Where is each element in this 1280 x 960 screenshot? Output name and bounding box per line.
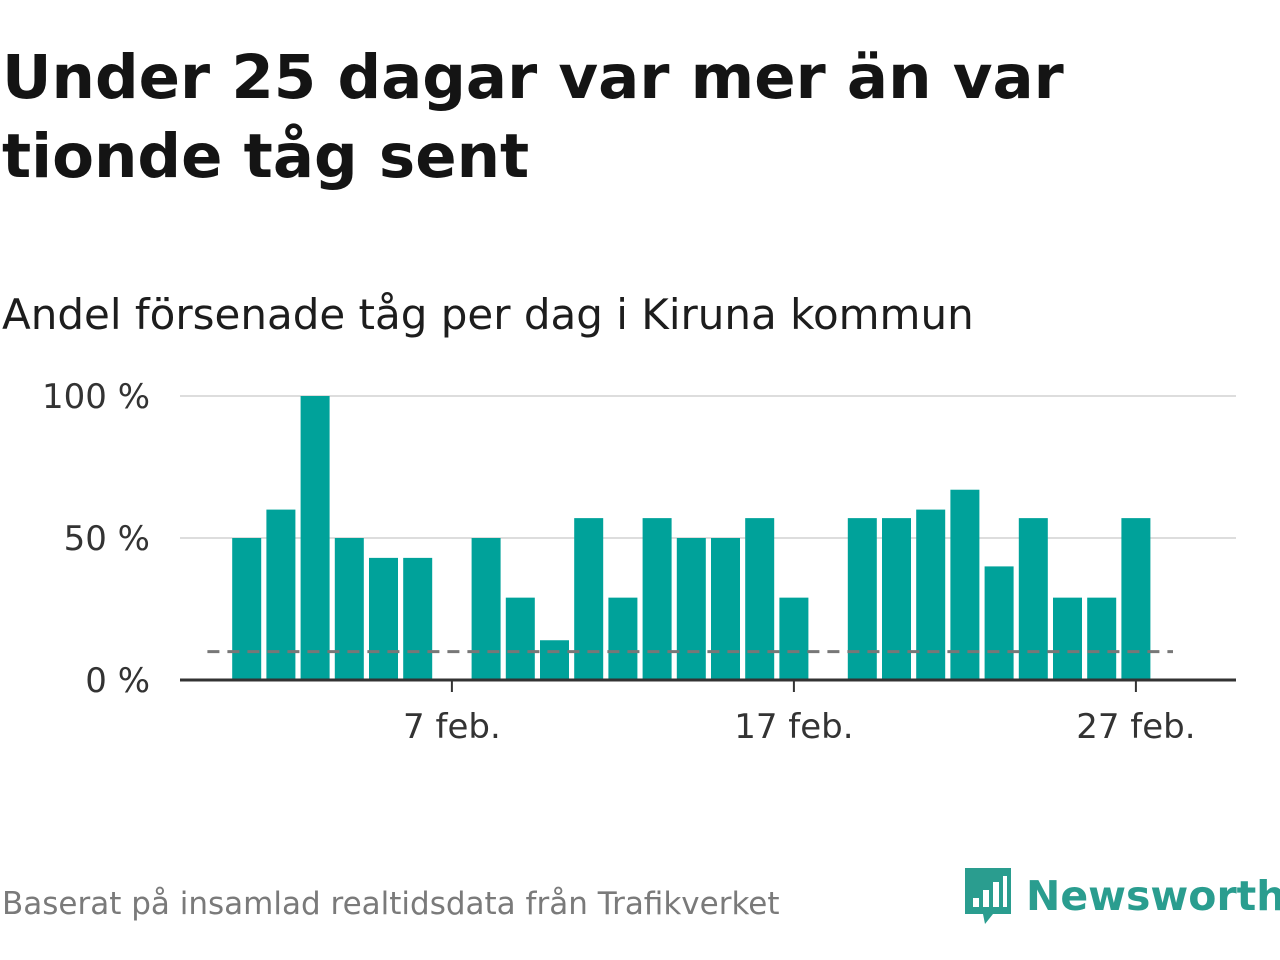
bar — [505, 597, 535, 680]
bar — [232, 538, 262, 680]
bar — [950, 489, 980, 680]
y-tick-label: 0 % — [85, 661, 150, 701]
x-tick-label: 27 feb. — [1076, 707, 1195, 747]
bar — [916, 509, 946, 680]
bar — [779, 597, 809, 680]
bar-chart-speech-bubble-icon — [965, 868, 1011, 924]
bar — [540, 640, 569, 680]
bar — [471, 538, 501, 680]
source-note: Baserat på insamlad realtidsdata från Tr… — [2, 886, 780, 922]
bar — [642, 518, 672, 680]
bar — [676, 538, 706, 680]
bar — [266, 509, 296, 680]
chart-subtitle: Andel försenade tåg per dag i Kiruna kom… — [2, 290, 974, 339]
bar — [334, 538, 364, 680]
x-tick-label: 7 feb. — [403, 707, 501, 747]
bar — [847, 518, 877, 680]
bar — [882, 518, 911, 680]
bar-chart: 0 % 50 % 100 % 7 feb. 17 feb. 27 feb. — [42, 377, 1236, 747]
x-tick-label: 17 feb. — [734, 707, 853, 747]
bar — [1121, 518, 1151, 680]
bar — [369, 557, 398, 680]
bar — [574, 518, 604, 680]
bar — [984, 566, 1014, 680]
brand-logo: Newsworthy — [962, 864, 1280, 928]
bar — [711, 538, 740, 680]
bar — [608, 597, 638, 680]
bar — [1087, 597, 1117, 680]
bar — [745, 518, 775, 680]
bar — [300, 396, 330, 680]
bar — [403, 557, 433, 680]
bar — [1053, 597, 1082, 680]
bar — [1018, 518, 1048, 680]
y-tick-label: 100 % — [42, 377, 150, 417]
chart-headline: Under 25 dagar var mer än var tionde tåg… — [2, 42, 1064, 192]
y-tick-label: 50 % — [64, 519, 150, 559]
brand-name: Newsworthy — [1026, 872, 1280, 920]
